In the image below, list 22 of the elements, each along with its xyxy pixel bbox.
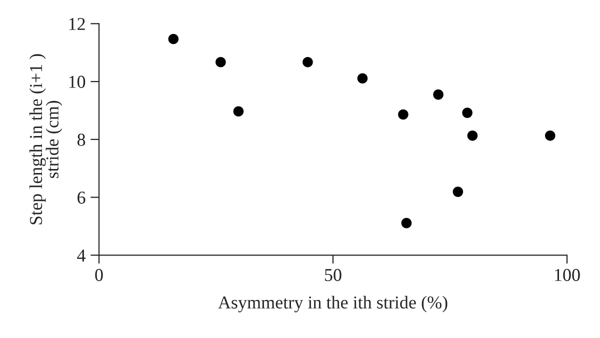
y-tick-label: 8 xyxy=(77,134,86,146)
y-tick-label: 6 xyxy=(78,192,86,204)
point xyxy=(467,130,478,141)
y-axis-title: Step length in the (i+1 ) stride (cm) xyxy=(29,54,62,224)
x-tick-label: 50 xyxy=(325,268,342,282)
point xyxy=(302,57,313,68)
point xyxy=(168,34,179,44)
y-tick-label: 4 xyxy=(77,250,86,262)
x-tick-label: 0 xyxy=(95,268,103,282)
point xyxy=(462,108,472,118)
point xyxy=(433,89,444,100)
x-axis-title: Asymmetry in the ith stride (%) xyxy=(218,296,448,312)
point xyxy=(357,73,368,84)
point xyxy=(398,109,408,120)
point xyxy=(216,57,226,68)
point xyxy=(452,186,464,197)
y-tick-label: 12 xyxy=(69,18,85,30)
point xyxy=(233,106,244,116)
point xyxy=(545,130,556,141)
point xyxy=(401,218,412,228)
x-tick-label: 100 xyxy=(555,268,580,282)
y-tick-label: 10 xyxy=(69,76,86,88)
